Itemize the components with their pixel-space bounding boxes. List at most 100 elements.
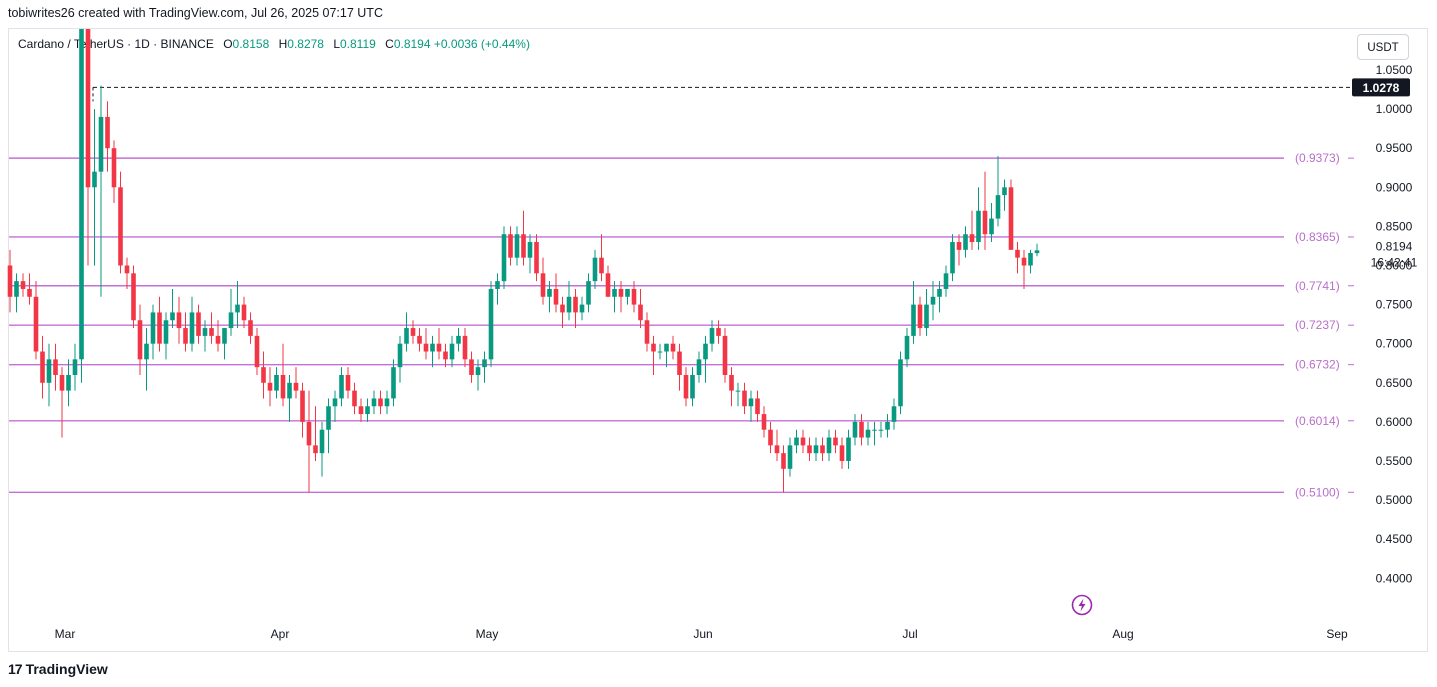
candle-body (157, 312, 162, 344)
candle-body (878, 429, 884, 431)
high-label: H (278, 37, 288, 51)
level-label: (0.6014) (1295, 414, 1340, 428)
candle-body (540, 273, 546, 297)
candle-body (300, 390, 305, 422)
candle-body (709, 328, 715, 344)
candle-body (183, 328, 188, 344)
candle-body (417, 335, 422, 344)
tradingview-footer[interactable]: 17 TradingView (8, 661, 108, 677)
candle-body (358, 406, 364, 415)
candle-body (404, 328, 409, 344)
candle-body (852, 421, 858, 438)
candle-body (20, 281, 26, 289)
change-value: +0.0036 (+0.44%) (433, 37, 530, 51)
candle-body (553, 288, 559, 305)
candle-body (573, 296, 578, 313)
candle-body (53, 359, 58, 375)
candle-body (787, 445, 793, 469)
candle-body (456, 335, 461, 344)
candle-body (781, 453, 786, 469)
candle-body (794, 437, 799, 446)
candle-body (657, 351, 663, 353)
candle-body (833, 437, 838, 446)
candle-body (703, 343, 708, 360)
candle-body (846, 437, 851, 461)
countdown-label: 16:42:41 (1371, 255, 1418, 269)
x-tick-label: Sep (1326, 627, 1348, 641)
close-value: 0.8194 (393, 37, 431, 51)
candle-body (410, 328, 416, 336)
candle-body (176, 312, 182, 329)
candle-body (150, 312, 156, 344)
candle-body (586, 281, 591, 305)
candle-body (579, 304, 585, 313)
candle-body (326, 406, 331, 430)
candle-body (995, 195, 1001, 219)
level-label: (0.7237) (1295, 318, 1340, 332)
candle-body (443, 351, 448, 360)
y-tick-label: 0.9500 (1376, 141, 1413, 155)
candle-body (761, 414, 767, 430)
levels-layer: (0.9373) (0.8365) (0.7741) (0.7237) (0.6732)… (9, 86, 1354, 499)
candle-body (33, 296, 39, 352)
candle-body (989, 218, 994, 235)
tradingview-logo-icon: 17 (8, 661, 23, 677)
candle-body (839, 445, 845, 461)
y-tick-label: 0.5500 (1376, 454, 1413, 468)
candles-layer (7, 29, 1040, 493)
open-label: O (223, 37, 233, 51)
candle-body (371, 398, 377, 407)
high-marker-badge (1352, 78, 1410, 97)
currency-button[interactable]: USDT (1357, 34, 1409, 60)
candle-body (235, 304, 240, 313)
candle-body (670, 343, 676, 352)
candle-body (46, 359, 52, 383)
candle-body (215, 335, 221, 344)
level-label: (0.9373) (1295, 151, 1340, 165)
candle-body (462, 335, 468, 360)
candle-body (885, 421, 890, 430)
candle-body (729, 374, 734, 391)
candle-body (560, 304, 565, 313)
candle-body (384, 398, 390, 407)
candle-body (508, 234, 513, 258)
candle-body (124, 265, 130, 274)
x-tick-label: Aug (1112, 627, 1133, 641)
high-marker-label: 1.0278 (1363, 81, 1400, 95)
candle-body (85, 29, 91, 188)
candle-body (1015, 249, 1020, 258)
candle-body (1021, 257, 1027, 266)
candle-body (144, 343, 149, 360)
candle-body (612, 288, 617, 297)
y-tick-label: 0.6500 (1376, 376, 1413, 390)
candle-body (891, 406, 897, 422)
candle-body (547, 288, 552, 297)
candle-body (930, 296, 936, 305)
y-tick-label: 0.7500 (1376, 298, 1413, 312)
low-label: L (333, 37, 340, 51)
candle-body (865, 429, 871, 438)
candle-body (430, 343, 435, 352)
candle-body (313, 445, 318, 454)
x-tick-label: Apr (271, 627, 290, 641)
candle-body (118, 187, 123, 266)
candle-body (209, 328, 214, 336)
chart-caption: tobiwrites26 created with TradingView.co… (8, 6, 383, 20)
candle-body (820, 445, 825, 454)
candle-body (345, 374, 351, 391)
candle-body (963, 234, 968, 250)
symbol-name[interactable]: Cardano / TetherUS · 1D · BINANCE (18, 37, 214, 51)
candle-body (202, 328, 208, 336)
candle-body (956, 242, 962, 250)
candle-body (1028, 252, 1033, 266)
candle-body (1008, 187, 1014, 250)
y-tick-label: 0.6000 (1376, 415, 1413, 429)
candle-body (748, 398, 754, 407)
candle-body (917, 304, 923, 329)
high-value: 0.8278 (287, 37, 324, 51)
axis-layer: 1.0500 1.0000 0.9500 0.9000 0.8500 0.8000 0.75… (55, 63, 1418, 641)
lightning-icon[interactable] (1071, 594, 1093, 616)
candle-body (27, 288, 32, 297)
candle-body (228, 312, 234, 329)
